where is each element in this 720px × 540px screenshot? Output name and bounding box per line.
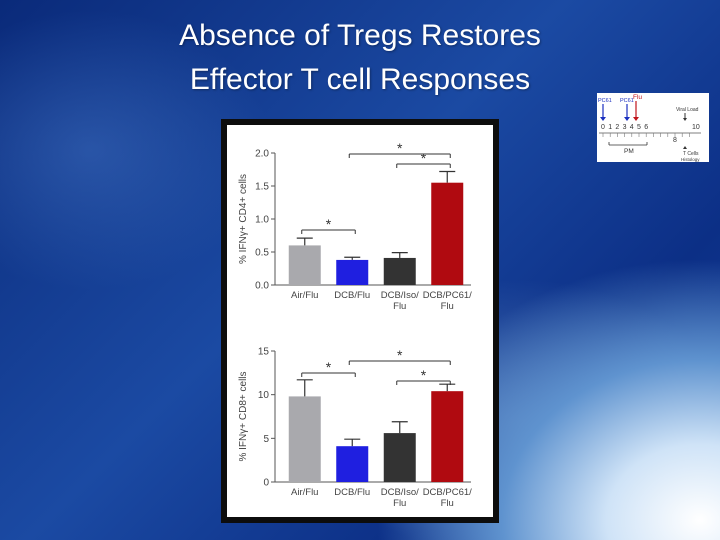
day-number-6: 6	[644, 124, 648, 131]
day-number-5: 5	[637, 124, 641, 131]
cd4-x-tick-label: DCB/Flu	[334, 290, 370, 301]
cd8-bar	[336, 446, 369, 482]
cd8-y-tick-label: 15	[258, 347, 270, 358]
cd8-significance-star: *	[326, 359, 332, 375]
cd4-bar	[431, 182, 464, 285]
cd4-y-tick-label: 1.5	[255, 182, 269, 193]
cd8-bar	[431, 391, 464, 482]
t-cells-label: T Cells	[683, 151, 699, 157]
figure-panel: 0.0 0.5 1.0 1.5 2.0 % IFNγ+ CD4+ cells Air/Flu…	[221, 119, 499, 523]
figure-inner: 0.0 0.5 1.0 1.5 2.0 % IFNγ+ CD4+ cells Air/Flu…	[227, 125, 493, 517]
cd4-bar	[383, 257, 416, 285]
cd4-y-axis-label: % IFNγ+ CD4+ cells	[238, 174, 249, 264]
cd4-bar	[288, 245, 321, 285]
cd8-bar	[383, 433, 416, 482]
cd4-x-tick-label: DCB/PC61/	[423, 290, 472, 301]
cd4-significance-star: *	[326, 216, 332, 232]
cd8-x-tick-label: DCB/PC61/	[423, 487, 472, 498]
cd4-chart-svg: 0.0 0.5 1.0 1.5 2.0 % IFNγ+ CD4+ cells Air/Flu…	[238, 140, 472, 312]
pc61-label-2: PC61	[620, 98, 634, 104]
cd4-x-tick-label: Air/Flu	[291, 290, 318, 301]
day-number-4: 4	[630, 124, 634, 131]
cd8-significance-star: *	[421, 367, 427, 383]
slide-title-line-2: Effector T cell Responses	[189, 63, 531, 96]
cd8-y-tick-label: 0	[263, 478, 269, 489]
cd8-x-tick-label: Air/Flu	[291, 487, 318, 498]
cd4-bar	[336, 259, 369, 285]
cd4-x-tick-label: DCB/Iso/	[381, 290, 419, 301]
cd8-x-tick-label: Flu	[441, 498, 454, 509]
flu-label: Flu	[633, 94, 642, 101]
slide-title: Absence of Tregs Restores Effector T cel…	[0, 14, 720, 102]
cd8-chart-svg: 0 5 10 15 % IFNγ+ CD8+ cells Air/Flu DCB/Flu DC…	[238, 347, 472, 510]
pc61-arrowhead-2	[624, 117, 630, 121]
cd4-significance-star: *	[421, 150, 427, 166]
day-8-label: 8	[673, 137, 677, 144]
cd4-chart: 0.0 0.5 1.0 1.5 2.0 % IFNγ+ CD4+ cells Air/Flu…	[227, 125, 493, 321]
flu-arrowhead	[633, 117, 639, 121]
t-cells-arrowhead	[683, 146, 687, 149]
slide-title-line-1: Absence of Tregs Restores	[179, 19, 541, 52]
cd8-x-tick-label: DCB/Iso/	[381, 487, 419, 498]
timeline-ticks	[602, 133, 690, 137]
day-number-1: 1	[608, 124, 612, 131]
cd8-y-tick-label: 10	[258, 390, 270, 401]
cd8-x-tick-label: Flu	[393, 498, 406, 509]
cd4-y-tick-label: 1.0	[255, 215, 269, 226]
cd4-y-tick-label: 0.5	[255, 248, 269, 259]
pm-label: PM	[624, 148, 634, 155]
day-number-2: 2	[615, 124, 619, 131]
pc61-label-1: PC61	[598, 98, 612, 104]
cd8-x-tick-label: DCB/Flu	[334, 487, 370, 498]
cd4-x-tick-label: Flu	[393, 301, 406, 312]
cd8-chart: 0 5 10 15 % IFNγ+ CD8+ cells Air/Flu DCB/Flu DC…	[227, 325, 493, 517]
cd4-x-tick-label: Flu	[441, 301, 454, 312]
histology-label: Histology	[681, 157, 700, 162]
day-10-label: 10	[692, 124, 700, 131]
cd4-significance-star: *	[397, 140, 403, 156]
day-number-0: 0	[601, 124, 605, 131]
day-number-3: 3	[623, 124, 627, 131]
cd8-bar	[288, 396, 321, 482]
cd8-significance-star: *	[397, 347, 403, 363]
cd8-y-axis-label: % IFNγ+ CD8+ cells	[238, 371, 249, 461]
cd4-y-tick-label: 2.0	[255, 149, 269, 160]
viral-load-label: Viral Load	[676, 107, 699, 113]
cd8-y-tick-label: 5	[263, 434, 269, 445]
viral-load-arrowhead	[683, 118, 687, 121]
pc61-arrowhead-1	[600, 117, 606, 121]
cd4-y-tick-label: 0.0	[255, 281, 269, 292]
